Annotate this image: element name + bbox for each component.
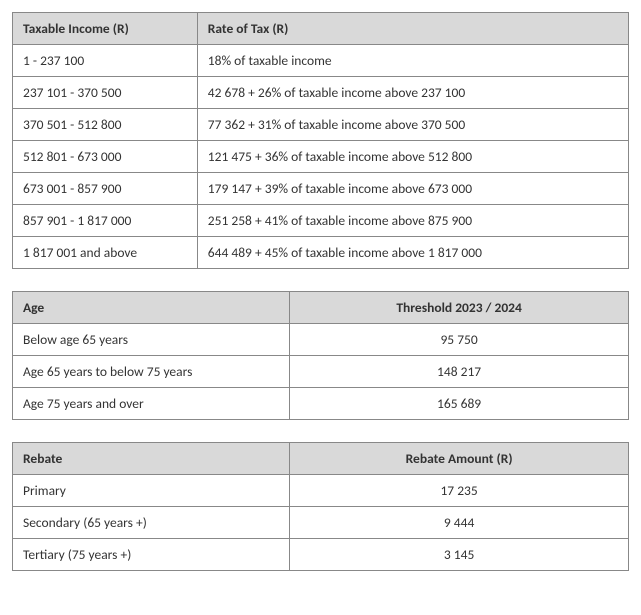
cell: 251 258 + 41% of taxable income above 87… [197, 205, 628, 237]
table-row: Primary 17 235 [13, 475, 629, 507]
table-row: Tertiary (75 years +) 3 145 [13, 539, 629, 571]
cell: 77 362 + 31% of taxable income above 370… [197, 109, 628, 141]
cell: 121 475 + 36% of taxable income above 51… [197, 141, 628, 173]
column-header: Taxable Income (R) [13, 13, 198, 45]
cell: Age 75 years and over [13, 388, 290, 420]
column-header: Rebate [13, 443, 290, 475]
table-row: Secondary (65 years +) 9 444 [13, 507, 629, 539]
cell: 1 - 237 100 [13, 45, 198, 77]
column-header: Rate of Tax (R) [197, 13, 628, 45]
cell: 512 801 - 673 000 [13, 141, 198, 173]
cell: 17 235 [290, 475, 629, 507]
cell: Secondary (65 years +) [13, 507, 290, 539]
table-row: Age 75 years and over 165 689 [13, 388, 629, 420]
table-row: 673 001 - 857 900 179 147 + 39% of taxab… [13, 173, 629, 205]
cell: 9 444 [290, 507, 629, 539]
rebates-table: Rebate Rebate Amount (R) Primary 17 235 … [12, 442, 629, 571]
cell: 857 901 - 1 817 000 [13, 205, 198, 237]
table-header-row: Taxable Income (R) Rate of Tax (R) [13, 13, 629, 45]
cell: 1 817 001 and above [13, 237, 198, 269]
cell: 3 145 [290, 539, 629, 571]
cell: 148 217 [290, 356, 629, 388]
cell: 165 689 [290, 388, 629, 420]
thresholds-table: Age Threshold 2023 / 2024 Below age 65 y… [12, 291, 629, 420]
table-row: Below age 65 years 95 750 [13, 324, 629, 356]
table-row: 237 101 - 370 500 42 678 + 26% of taxabl… [13, 77, 629, 109]
table-row: 512 801 - 673 000 121 475 + 36% of taxab… [13, 141, 629, 173]
table-header-row: Rebate Rebate Amount (R) [13, 443, 629, 475]
cell: 237 101 - 370 500 [13, 77, 198, 109]
table-row: 1 817 001 and above 644 489 + 45% of tax… [13, 237, 629, 269]
table-row: 1 - 237 100 18% of taxable income [13, 45, 629, 77]
cell: Age 65 years to below 75 years [13, 356, 290, 388]
cell: 18% of taxable income [197, 45, 628, 77]
column-header: Threshold 2023 / 2024 [290, 292, 629, 324]
cell: Tertiary (75 years +) [13, 539, 290, 571]
cell: Primary [13, 475, 290, 507]
column-header: Rebate Amount (R) [290, 443, 629, 475]
table-row: 370 501 - 512 800 77 362 + 31% of taxabl… [13, 109, 629, 141]
cell: 644 489 + 45% of taxable income above 1 … [197, 237, 628, 269]
table-row: 857 901 - 1 817 000 251 258 + 41% of tax… [13, 205, 629, 237]
cell: 673 001 - 857 900 [13, 173, 198, 205]
cell: 370 501 - 512 800 [13, 109, 198, 141]
cell: 95 750 [290, 324, 629, 356]
tax-brackets-table: Taxable Income (R) Rate of Tax (R) 1 - 2… [12, 12, 629, 269]
cell: 179 147 + 39% of taxable income above 67… [197, 173, 628, 205]
column-header: Age [13, 292, 290, 324]
table-header-row: Age Threshold 2023 / 2024 [13, 292, 629, 324]
table-row: Age 65 years to below 75 years 148 217 [13, 356, 629, 388]
cell: Below age 65 years [13, 324, 290, 356]
cell: 42 678 + 26% of taxable income above 237… [197, 77, 628, 109]
